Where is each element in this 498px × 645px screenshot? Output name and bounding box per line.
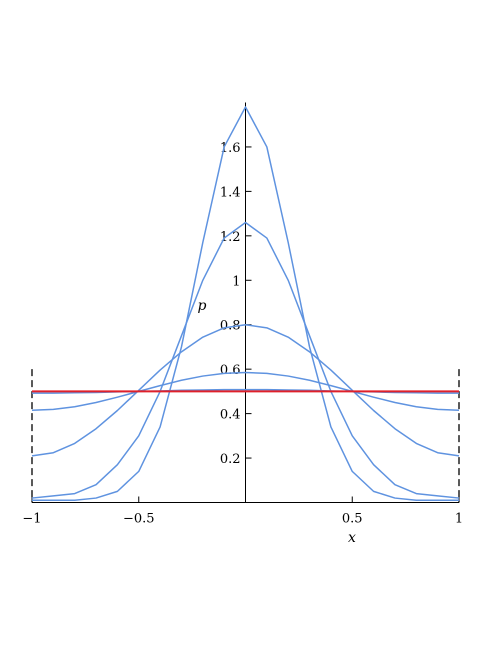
y-axis-label: p	[198, 298, 207, 314]
curve	[31, 221, 460, 499]
x-axis-label: x	[348, 530, 356, 546]
y-tick-label: 1.4	[220, 185, 241, 200]
x-tick-label: −1	[22, 512, 41, 527]
y-tick-label: 0.2	[220, 452, 241, 467]
y-tick-label: 0.4	[220, 408, 241, 423]
x-tick-label: 1	[455, 512, 463, 527]
y-tick-label: 1.2	[220, 230, 241, 245]
curve	[31, 371, 460, 412]
x-tick-label: 0.5	[342, 512, 363, 527]
x-tick-label: −0.5	[123, 512, 155, 527]
y-tick-label: 1	[232, 274, 240, 289]
y-tick-label: 0.6	[220, 363, 241, 378]
curve	[32, 106, 459, 502]
curve	[31, 323, 460, 457]
